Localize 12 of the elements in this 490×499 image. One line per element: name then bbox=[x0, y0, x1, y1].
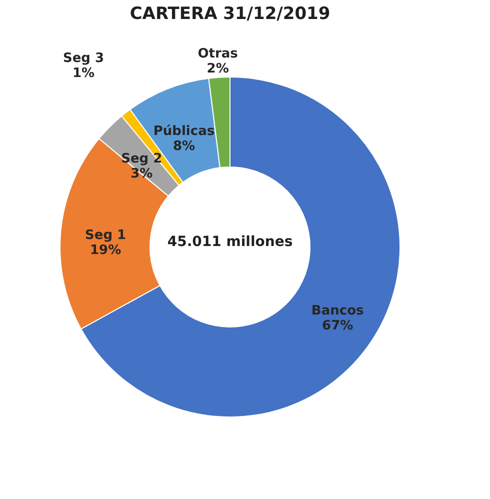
data-label: 1% bbox=[72, 66, 95, 82]
slice-label: Otras bbox=[198, 46, 238, 62]
data-label: 19% bbox=[90, 243, 122, 258]
data-label: 67% bbox=[322, 318, 354, 334]
slice-label: Seg 1 bbox=[85, 228, 126, 244]
slice-label: Públicas bbox=[153, 124, 215, 139]
data-label: 8% bbox=[172, 138, 196, 154]
slice-label: Bancos bbox=[311, 304, 364, 319]
text: 45.011 millones bbox=[167, 234, 293, 250]
slice-label: Seg 3 bbox=[62, 51, 104, 66]
chart-title: CARTERA 31/12/2019 bbox=[130, 4, 330, 24]
data-label: 2% bbox=[206, 61, 229, 76]
